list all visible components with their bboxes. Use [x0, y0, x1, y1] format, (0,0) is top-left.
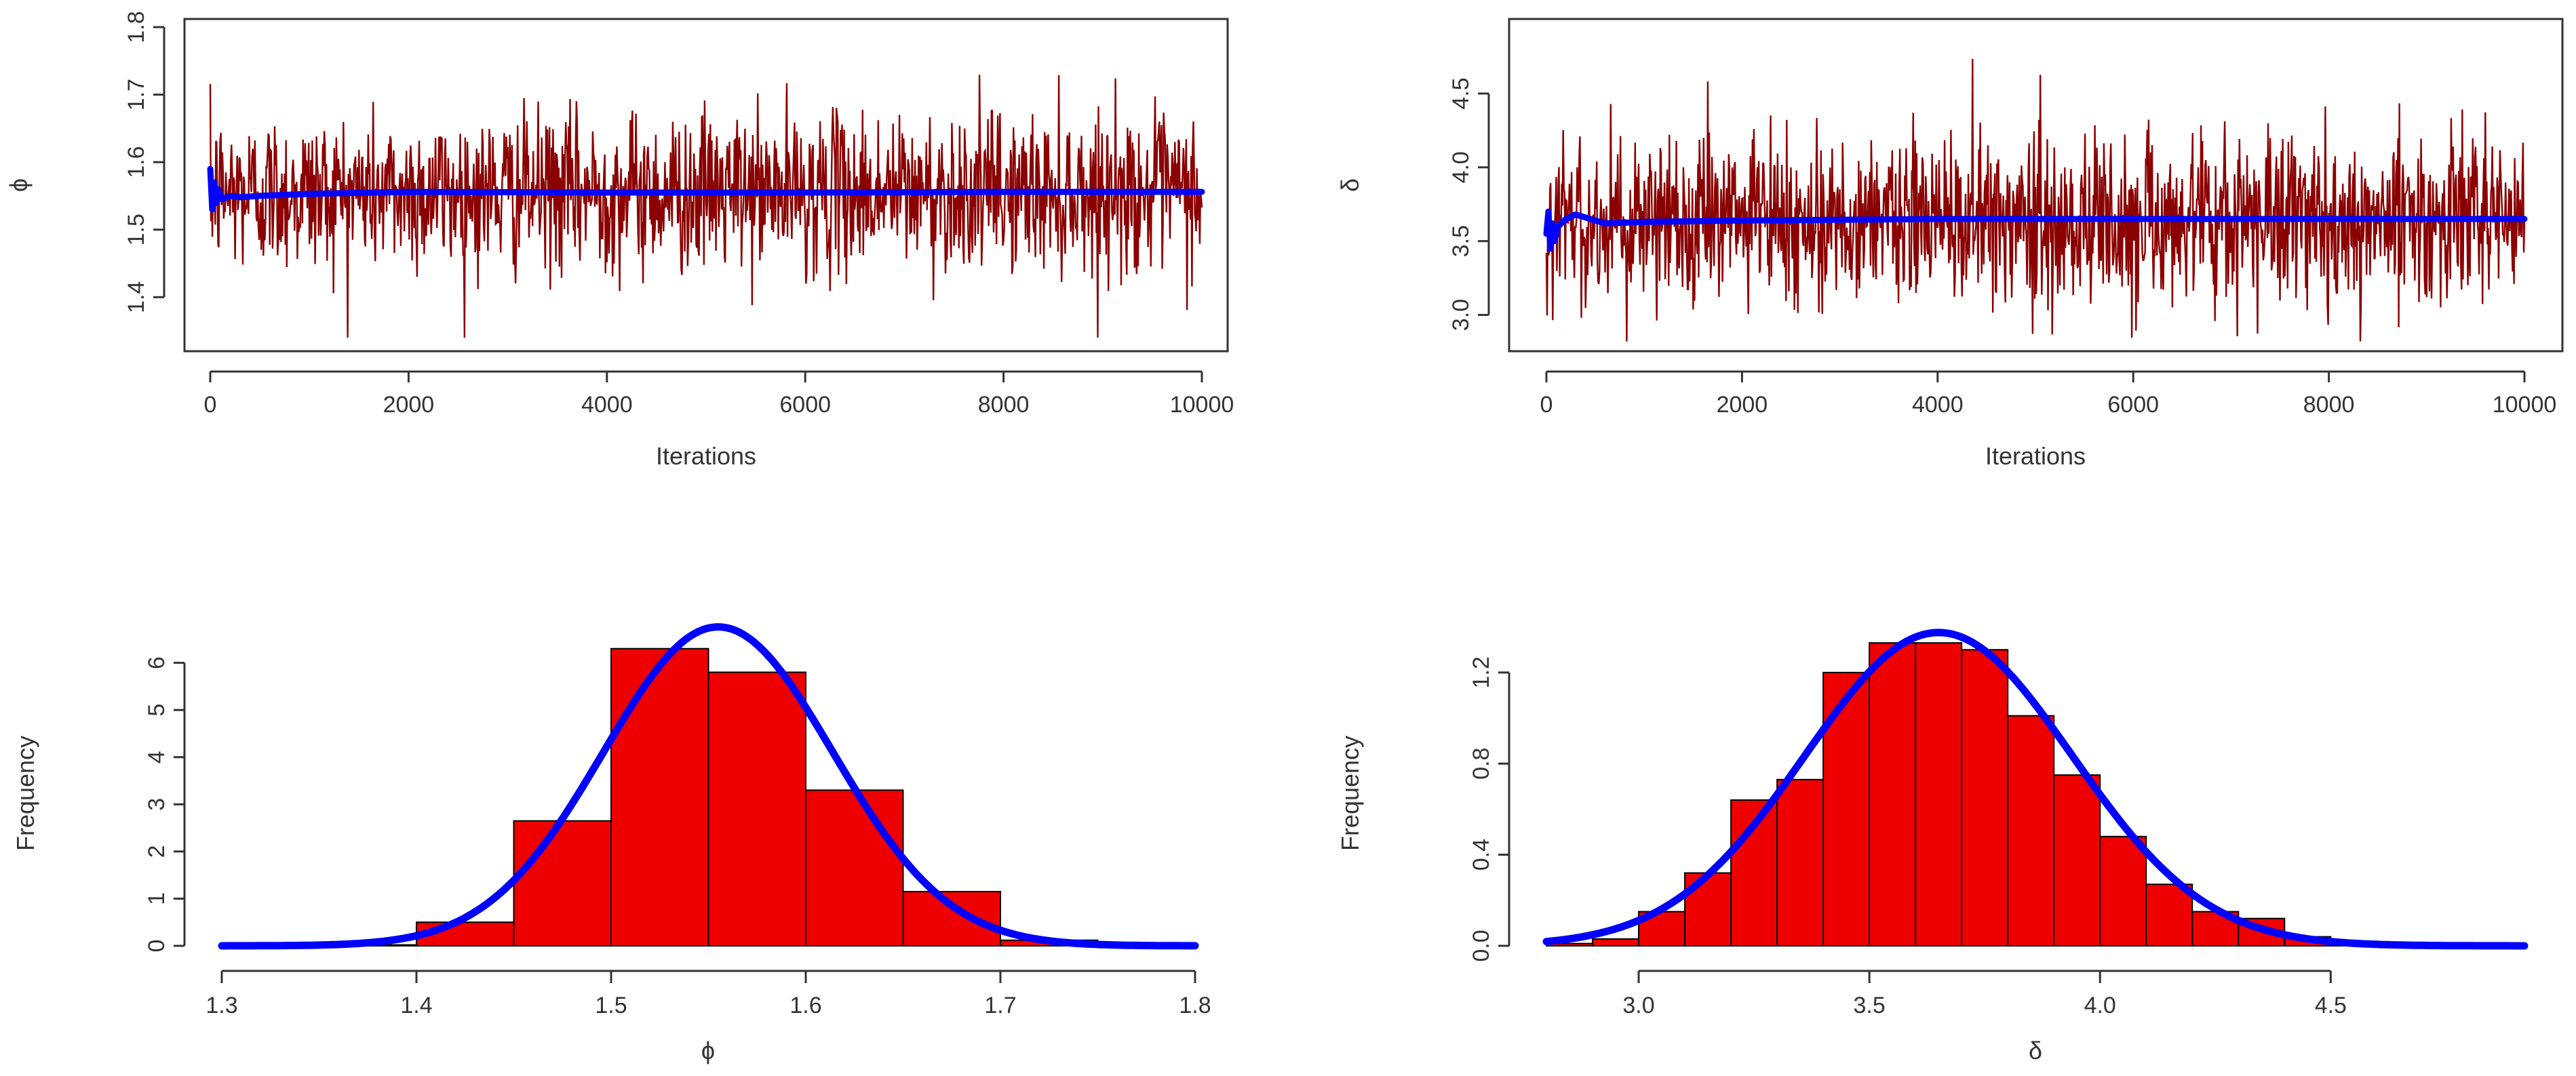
hist-delta-bar [2053, 774, 2101, 947]
hist-delta-bar [1822, 671, 1871, 947]
trace-phi-y-axis-tick-label: 1.8 [123, 11, 149, 43]
trace-delta-trace-line [1545, 58, 2526, 342]
trace-delta-plot-box [1508, 18, 2564, 353]
trace-delta-x-axis-tick-label: 8000 [2303, 392, 2355, 418]
trace-delta-panel: Iterations δ [1336, 18, 2564, 470]
hist-delta-bar [1684, 872, 1732, 947]
hist-phi-x-axis-tick-label: 1.6 [789, 993, 821, 1018]
hist-phi-y-axis-tick-label: 4 [144, 751, 170, 763]
trace-phi-x-axis-tick-label: 10000 [1170, 392, 1234, 418]
hist-delta-x-axis-tick-label: 3.0 [1622, 993, 1654, 1018]
trace-phi-plot-box [183, 18, 1229, 353]
hist-delta-x-axis: 3.0 3.5 4.0 4.5 [1622, 970, 2347, 1018]
hist-phi-bar [902, 891, 1001, 947]
hist-phi-y-axis-tick-label: 1 [144, 892, 170, 905]
trace-delta-y-axis-tick-label: 3.5 [1448, 225, 1474, 257]
trace-delta-y-axis: 3.0 3.5 4.0 4.5 [1448, 77, 1490, 331]
hist-phi-y-axis-tick-label: 3 [144, 798, 170, 811]
hist-phi-x-axis-tick-label: 1.7 [984, 993, 1016, 1018]
hist-delta-y-axis-tick-label: 0.8 [1468, 748, 1494, 780]
hist-phi-x-axis-tick-label: 1.3 [206, 993, 237, 1018]
hist-delta-y-axis-tick-label: 1.2 [1468, 656, 1494, 688]
hist-phi-y-axis-tick-label: 5 [144, 704, 170, 717]
trace-delta-x-axis-tick-label: 6000 [2107, 392, 2159, 418]
hist-delta-bar [2145, 883, 2193, 947]
trace-phi-x-axis-tick-label: 0 [204, 392, 217, 418]
hist-phi-y-axis-tick-label: 0 [144, 940, 170, 953]
hist-delta-x-axis-tick-label: 4.5 [2315, 993, 2347, 1018]
hist-delta-bar [1915, 642, 1963, 947]
hist-phi-marks [218, 623, 1199, 950]
trace-delta-y-axis-tick-label: 3.0 [1448, 299, 1474, 331]
hist-phi-x-axis: 1.3 1.4 1.5 1.6 1.7 1.8 [206, 970, 1211, 1018]
hist-phi-x-axis-tick-label: 1.4 [400, 993, 432, 1018]
hist-phi-y-axis-tick-label: 6 [144, 656, 170, 669]
trace-delta-x-axis-tick-label: 2000 [1717, 392, 1768, 418]
hist-delta-bar [2007, 715, 2055, 947]
trace-phi-y-axis: 1.4 1.5 1.6 1.7 1.8 [123, 11, 165, 313]
trace-phi-running-mean-line [207, 165, 1205, 213]
trace-delta-x-axis: 0 2000 4000 6000 8000 10000 [1540, 370, 2557, 418]
trace-phi-x-axis-tick-label: 8000 [978, 392, 1030, 418]
trace-phi-y-axis-tick-label: 1.4 [123, 281, 149, 313]
hist-delta-bar [1776, 778, 1824, 947]
hist-delta-xlabel: δ [2029, 1037, 2042, 1064]
hist-delta-y-axis-tick-label: 0.4 [1468, 839, 1494, 871]
hist-phi-x-axis-tick-label: 1.5 [595, 993, 627, 1018]
hist-phi-density-curve [218, 623, 1199, 950]
trace-phi-x-axis-tick-label: 4000 [581, 392, 633, 418]
trace-phi-x-axis: 0 2000 4000 6000 8000 10000 [204, 370, 1234, 418]
hist-phi-xlabel: ϕ [701, 1037, 715, 1064]
hist-phi-bar [610, 647, 709, 947]
trace-delta-marks [1543, 58, 2528, 342]
trace-delta-xlabel: Iterations [1985, 442, 2086, 470]
trace-delta-running-mean-line [1543, 208, 2528, 252]
hist-delta-x-axis-tick-label: 3.5 [1853, 993, 1885, 1018]
trace-delta-ylabel: δ [1336, 178, 1364, 192]
trace-phi-y-axis-tick-label: 1.5 [123, 214, 149, 245]
hist-delta-y-axis-tick-label: 0.0 [1468, 930, 1494, 961]
hist-phi-y-axis: 0 1 2 3 4 5 6 [144, 656, 186, 953]
hist-phi-panel: ϕ Frequency [12, 736, 715, 1064]
hist-phi-bar [513, 820, 612, 947]
trace-phi-panel: Iterations ϕ [5, 18, 1229, 470]
trace-delta-x-axis-tick-label: 4000 [1912, 392, 1964, 418]
hist-delta-marks [1542, 629, 2529, 950]
hist-phi-y-axis-tick-label: 2 [144, 845, 170, 858]
hist-phi-bar [707, 671, 806, 947]
hist-delta-panel: δ Frequency [1336, 736, 2042, 1064]
hist-delta-bar [1592, 938, 1639, 947]
trace-delta-x-axis-tick-label: 10000 [2493, 392, 2557, 418]
hist-delta-bar [1961, 649, 2009, 947]
trace-phi-trace-line [209, 75, 1203, 338]
hist-delta-ylabel: Frequency [1336, 736, 1364, 851]
hist-phi-ylabel: Frequency [12, 736, 39, 851]
trace-phi-ylabel: ϕ [5, 178, 33, 192]
trace-phi-xlabel: Iterations [656, 442, 756, 470]
hist-delta-y-axis: 0.0 0.4 0.8 1.2 [1468, 656, 1510, 962]
trace-delta-y-axis-tick-label: 4.5 [1448, 77, 1474, 109]
hist-delta-density-curve [1542, 629, 2529, 950]
hist-delta-bar [2099, 835, 2147, 947]
hist-delta-x-axis-tick-label: 4.0 [2084, 993, 2116, 1018]
trace-phi-x-axis-tick-label: 2000 [383, 392, 435, 418]
trace-phi-x-axis-tick-label: 6000 [779, 392, 831, 418]
trace-delta-y-axis-tick-label: 4.0 [1448, 151, 1474, 183]
trace-phi-marks [207, 75, 1205, 338]
hist-phi-bar [805, 789, 904, 947]
trace-delta-x-axis-tick-label: 0 [1540, 392, 1553, 418]
hist-phi-x-axis-tick-label: 1.8 [1179, 993, 1211, 1018]
trace-phi-y-axis-tick-label: 1.6 [123, 146, 149, 178]
hist-delta-bar [1869, 642, 1917, 947]
trace-phi-y-axis-tick-label: 1.7 [123, 79, 149, 111]
